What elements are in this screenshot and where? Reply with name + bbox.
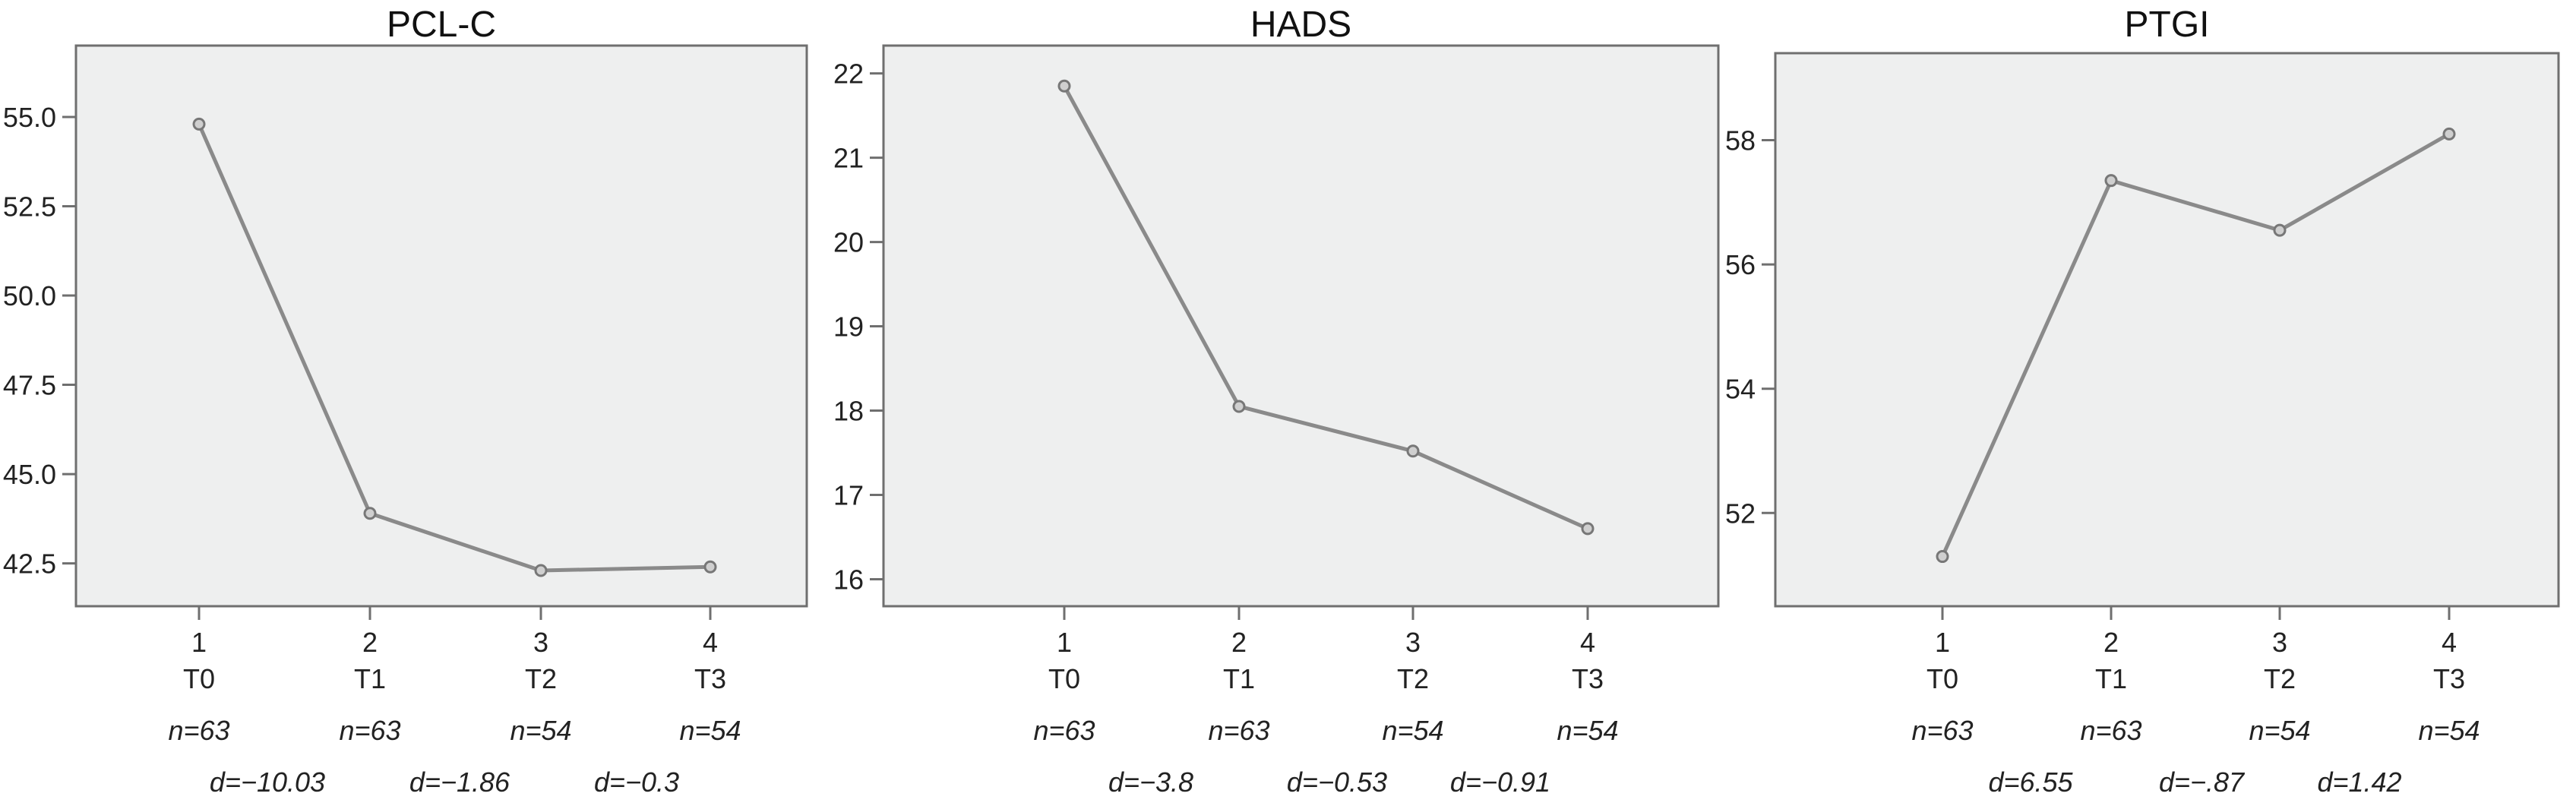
- x-tick-label: T1: [1223, 663, 1255, 694]
- x-tick-number: 3: [1405, 627, 1421, 658]
- pcl-c-chart: PCL-C 55.0 52.5 50.0 47.5 45.0 42.5 1 T0 n=63 2 T1…: [3, 5, 808, 798]
- data-point: [1581, 522, 1595, 536]
- y-tick-label: 16: [833, 564, 864, 595]
- sample-size-label: n=54: [510, 715, 571, 746]
- y-tick-label: 21: [833, 143, 864, 174]
- effect-size-label: d=−10.03: [210, 766, 325, 798]
- effect-size-label: d=−1.86: [409, 766, 510, 798]
- x-tick-label: T2: [525, 663, 557, 694]
- sample-size-label: n=54: [679, 715, 741, 746]
- y-tick-label: 42.5: [3, 548, 56, 580]
- plot-area: [882, 44, 1720, 608]
- sample-size-label: n=54: [2249, 715, 2310, 746]
- y-tick-label: 56: [1725, 249, 1756, 280]
- effect-size-label: d=−3.8: [1108, 766, 1193, 798]
- plot-area: [74, 44, 808, 608]
- x-tick-label: T0: [1926, 663, 1958, 694]
- sample-size-label: n=54: [1382, 715, 1443, 746]
- sample-size-label: n=54: [1557, 715, 1618, 746]
- x-tick-label: T1: [2095, 663, 2127, 694]
- data-point: [192, 117, 206, 131]
- x-tick-label: T0: [1048, 663, 1080, 694]
- effect-size-label: d=1.42: [2317, 766, 2401, 798]
- x-tick-number: 1: [191, 627, 207, 658]
- x-tick-label: T2: [1397, 663, 1429, 694]
- x-tick-number: 4: [1580, 627, 1595, 658]
- data-point: [703, 560, 717, 574]
- series-line: [1940, 132, 2451, 558]
- x-tick-number: 4: [703, 627, 718, 658]
- effect-size-label: d=−.87: [2159, 766, 2246, 798]
- data-point: [1057, 79, 1071, 93]
- x-tick-number: 2: [1231, 627, 1247, 658]
- y-tick-label: 47.5: [3, 370, 56, 401]
- x-tick-number: 2: [2103, 627, 2119, 658]
- sample-size-label: n=63: [168, 715, 229, 746]
- y-tick-label: 55.0: [3, 102, 56, 133]
- y-tick-label: 18: [833, 396, 864, 427]
- y-tick-label: 58: [1725, 125, 1756, 156]
- y-tick-label: 45.0: [3, 459, 56, 490]
- y-tick-label: 19: [833, 311, 864, 343]
- x-tick-number: 1: [1057, 627, 1072, 658]
- data-point: [363, 507, 377, 520]
- y-tick-label: 22: [833, 58, 864, 90]
- x-tick-number: 4: [2442, 627, 2457, 658]
- x-tick-number: 1: [1935, 627, 1950, 658]
- ptgi-chart: PTGI 58 56 54 52 1 T0 n=63 2 T1 n=63 3 T2 n=54 4 T3 n=5…: [1725, 5, 2560, 798]
- plot-area: [1774, 52, 2560, 608]
- x-tick-label: T3: [2433, 663, 2465, 694]
- sample-size-label: n=63: [1208, 715, 1269, 746]
- chart-title: HADS: [1250, 5, 1351, 45]
- x-tick-label: T1: [354, 663, 386, 694]
- y-tick-label: 17: [833, 480, 864, 511]
- y-tick-label: 20: [833, 227, 864, 258]
- y-tick-label: 52.5: [3, 191, 56, 223]
- x-tick-label: T2: [2264, 663, 2296, 694]
- sample-size-label: n=63: [339, 715, 400, 746]
- series-line: [1062, 85, 1589, 531]
- data-point: [2442, 127, 2456, 141]
- data-point: [1936, 550, 1949, 564]
- series-line: [197, 123, 711, 573]
- chart-title: PCL-C: [387, 5, 496, 45]
- y-tick-label: 52: [1725, 498, 1756, 529]
- x-tick-number: 2: [362, 627, 378, 658]
- sample-size-label: n=54: [2418, 715, 2480, 746]
- sample-size-label: n=63: [1033, 715, 1095, 746]
- data-point: [2104, 174, 2118, 188]
- x-tick-label: T0: [183, 663, 215, 694]
- y-tick-label: 50.0: [3, 280, 56, 311]
- y-tick-label: 54: [1725, 374, 1756, 405]
- sample-size-label: n=63: [1911, 715, 1973, 746]
- effect-size-label: d=−0.3: [594, 766, 679, 798]
- effect-size-label: d=−0.91: [1450, 766, 1550, 798]
- data-point: [1406, 444, 1420, 458]
- data-point: [534, 564, 548, 577]
- chart-title: PTGI: [2124, 5, 2209, 45]
- data-point: [2273, 223, 2287, 237]
- effect-size-label: d=−0.53: [1287, 766, 1387, 798]
- data-point: [1232, 400, 1246, 413]
- hads-chart: HADS 22 21 20 19 18 17 16 1 T0 n=63 2 T1 n=63 3 T2 n=54…: [833, 5, 1720, 798]
- x-tick-label: T3: [1572, 663, 1604, 694]
- x-tick-label: T3: [694, 663, 726, 694]
- effect-size-label: d=6.55: [1988, 766, 2073, 798]
- x-tick-number: 3: [533, 627, 548, 658]
- sample-size-label: n=63: [2080, 715, 2141, 746]
- x-tick-number: 3: [2272, 627, 2287, 658]
